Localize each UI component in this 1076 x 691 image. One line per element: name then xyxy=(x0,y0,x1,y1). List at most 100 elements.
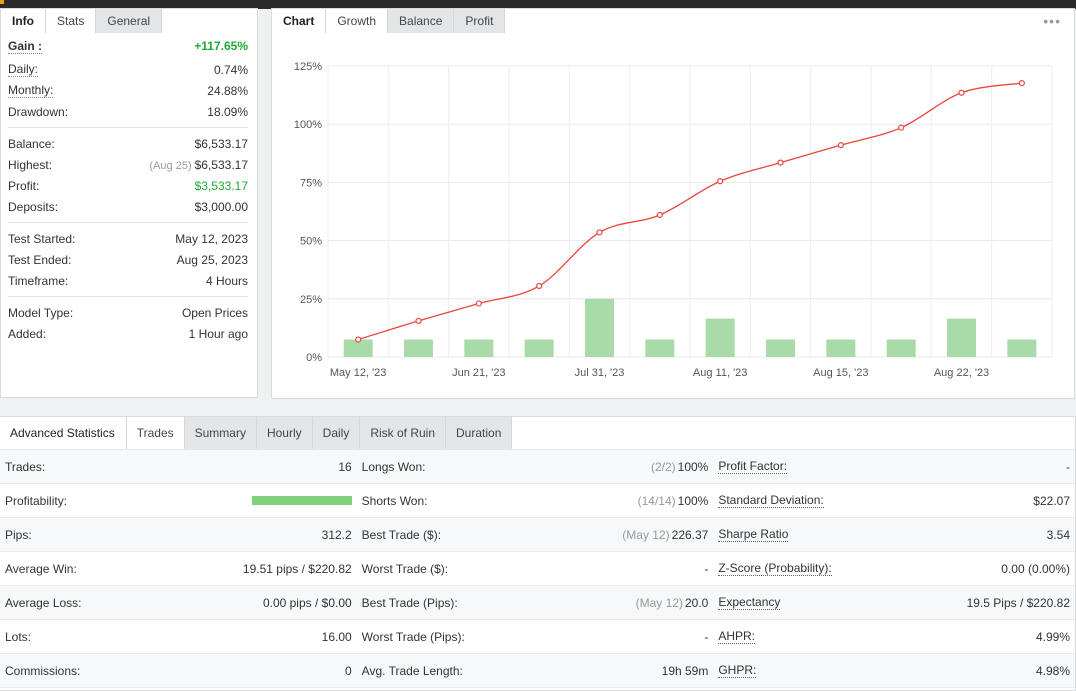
stats-column-2: Longs Won: (2/2) 100% Shorts Won: (14/14) 100… xyxy=(356,450,714,688)
stat-row-worst-trade-pips: Worst Trade (Pips): - xyxy=(356,620,714,654)
stat-label[interactable]: Sharpe Ratio xyxy=(718,527,789,542)
tab-duration[interactable]: Duration xyxy=(446,417,513,449)
divider xyxy=(8,222,248,223)
stat-label[interactable]: GHPR: xyxy=(718,663,757,678)
growth-point[interactable] xyxy=(596,229,603,236)
growth-point[interactable] xyxy=(898,124,905,131)
bar[interactable] xyxy=(464,339,494,357)
bar[interactable] xyxy=(585,298,614,357)
info-value-wrap: Aug 25, 2023 xyxy=(177,253,248,267)
bar[interactable] xyxy=(1007,339,1037,357)
stat-value-wrap: 312.2 xyxy=(322,528,352,542)
info-label: Deposits: xyxy=(8,199,59,214)
info-label: Highest: xyxy=(8,157,53,172)
bar[interactable] xyxy=(343,339,373,357)
stat-label[interactable]: Z-Score (Probability): xyxy=(718,561,832,576)
stat-label[interactable]: Standard Deviation: xyxy=(718,493,824,508)
growth-point[interactable] xyxy=(355,336,362,343)
stat-value: 19.51 pips / $220.82 xyxy=(242,561,352,576)
y-tick-label: 50% xyxy=(300,236,322,248)
stat-value: 16 xyxy=(338,459,352,474)
bar[interactable] xyxy=(705,318,735,357)
x-tick-label: Aug 15, '23 xyxy=(813,367,868,379)
stat-value: 0.00 (0.00%) xyxy=(1001,561,1070,576)
tab-daily[interactable]: Daily xyxy=(312,417,361,449)
stat-note: (May 12) xyxy=(622,527,670,542)
bar[interactable] xyxy=(826,339,856,357)
tab-stats[interactable]: Stats xyxy=(46,9,97,33)
info-value-wrap: 0.74% xyxy=(214,63,248,77)
tab-hourly[interactable]: Hourly xyxy=(256,417,313,449)
stat-row-profit-factor: Profit Factor: - xyxy=(713,450,1075,484)
growth-point[interactable] xyxy=(777,159,784,166)
bar[interactable] xyxy=(404,339,433,357)
growth-point[interactable] xyxy=(1018,80,1025,87)
tab-profit[interactable]: Profit xyxy=(454,9,506,33)
tab-general[interactable]: General xyxy=(96,9,163,33)
stat-row-sharpe-ratio: Sharpe Ratio 3.54 xyxy=(713,518,1075,552)
stats-column-1: Trades: 16 Profitability: Pips: 312.2 Average… xyxy=(0,450,357,688)
stat-row-expectancy: Expectancy 19.5 Pips / $220.82 xyxy=(713,586,1075,620)
stat-value-wrap: 16 xyxy=(338,460,351,474)
brand-accent xyxy=(0,0,4,4)
stat-row-ghpr: GHPR: 4.98% xyxy=(713,654,1075,688)
bar[interactable] xyxy=(766,339,795,357)
info-panel: Info Stats General Gain : +117.65% Daily: 0… xyxy=(0,8,258,398)
tab-trades[interactable]: Trades xyxy=(126,417,185,449)
stat-row-z-score-probability: Z-Score (Probability): 0.00 (0.00%) xyxy=(713,552,1075,586)
growth-point[interactable] xyxy=(475,300,482,307)
info-row-monthly: Monthly: 24.88% xyxy=(8,80,248,101)
stat-row-trades: Trades: 16 xyxy=(0,450,357,484)
stat-label[interactable]: AHPR: xyxy=(718,629,756,644)
info-row-highest: Highest: (Aug 25) $6,533.17 xyxy=(8,154,248,175)
stat-value-wrap xyxy=(251,494,352,508)
stat-row-lots: Lots: 16.00 xyxy=(0,620,357,654)
info-label: Timeframe: xyxy=(8,273,69,288)
growth-point[interactable] xyxy=(415,317,422,325)
stat-label[interactable]: Profit Factor: xyxy=(718,459,788,474)
growth-point[interactable] xyxy=(717,178,724,185)
info-label: Profit: xyxy=(8,178,40,193)
stat-value-wrap: - xyxy=(704,562,708,576)
stat-label[interactable]: Expectancy xyxy=(718,595,781,610)
growth-point[interactable] xyxy=(837,142,844,149)
stat-value: 0 xyxy=(344,663,352,678)
info-value-wrap: +117.65% xyxy=(194,39,248,53)
y-tick-label: 75% xyxy=(300,177,322,189)
y-tick-label: 100% xyxy=(294,119,322,131)
bar[interactable] xyxy=(645,339,675,357)
stat-value: 226.37 xyxy=(671,527,709,542)
stat-value: - xyxy=(1066,459,1070,474)
y-tick-label: 25% xyxy=(300,294,322,306)
info-value: $3,000.00 xyxy=(194,199,248,214)
growth-point[interactable] xyxy=(958,89,965,96)
tab-risk-of-ruin[interactable]: Risk of Ruin xyxy=(360,417,447,449)
info-rows: Gain : +117.65% Daily: 0.74% Monthly: 24.88% D… xyxy=(1,33,257,344)
tab-summary[interactable]: Summary xyxy=(184,417,257,449)
stat-label: Commissions: xyxy=(5,663,81,678)
info-value: +117.65% xyxy=(194,39,248,53)
info-label: Test Ended: xyxy=(8,252,72,267)
stat-row-shorts-won: Shorts Won: (14/14) 100% xyxy=(356,484,714,518)
x-tick-label: Aug 11, '23 xyxy=(693,367,748,379)
advanced-statistics-title: Advanced Statistics xyxy=(0,417,127,449)
growth-point[interactable] xyxy=(656,211,663,219)
bar[interactable] xyxy=(947,318,976,357)
bar[interactable] xyxy=(886,339,916,357)
stat-value-wrap: 16.00 xyxy=(322,630,352,644)
stat-label: Best Trade ($): xyxy=(361,527,442,542)
y-tick-label: 0% xyxy=(306,352,322,364)
info-value: $3,533.17 xyxy=(194,178,248,193)
bar[interactable] xyxy=(524,339,554,357)
tab-growth[interactable]: Growth xyxy=(326,9,389,33)
stat-value: 4.99% xyxy=(1035,629,1070,644)
tab-info[interactable]: Info xyxy=(1,9,46,33)
tab-chart[interactable]: Chart xyxy=(272,9,327,33)
stat-value-wrap: - xyxy=(704,630,708,644)
more-dots-icon[interactable]: ••• xyxy=(1043,13,1061,29)
stat-value-wrap: (May 12) 226.37 xyxy=(622,528,708,542)
tab-balance[interactable]: Balance xyxy=(388,9,455,33)
info-row-test-ended: Test Ended: Aug 25, 2023 xyxy=(8,249,248,270)
info-row-drawdown: Drawdown: 18.09% xyxy=(8,101,248,122)
growth-point[interactable] xyxy=(536,282,543,290)
